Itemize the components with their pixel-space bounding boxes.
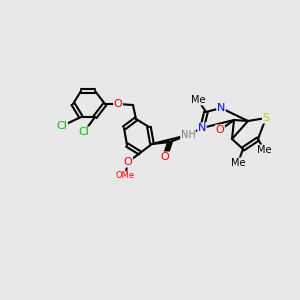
Text: O: O xyxy=(114,99,122,109)
Text: O: O xyxy=(216,125,224,135)
Text: Cl: Cl xyxy=(79,127,89,137)
Text: S: S xyxy=(262,113,270,123)
Text: N: N xyxy=(217,103,225,113)
Text: Me: Me xyxy=(191,95,205,105)
Text: O: O xyxy=(124,157,132,167)
Text: Me: Me xyxy=(257,145,271,155)
Text: Cl: Cl xyxy=(57,121,68,131)
Text: N: N xyxy=(198,123,206,133)
Text: NH: NH xyxy=(181,130,195,140)
Text: OMe: OMe xyxy=(116,172,135,181)
Text: O: O xyxy=(160,152,169,162)
Text: Me: Me xyxy=(231,158,245,168)
